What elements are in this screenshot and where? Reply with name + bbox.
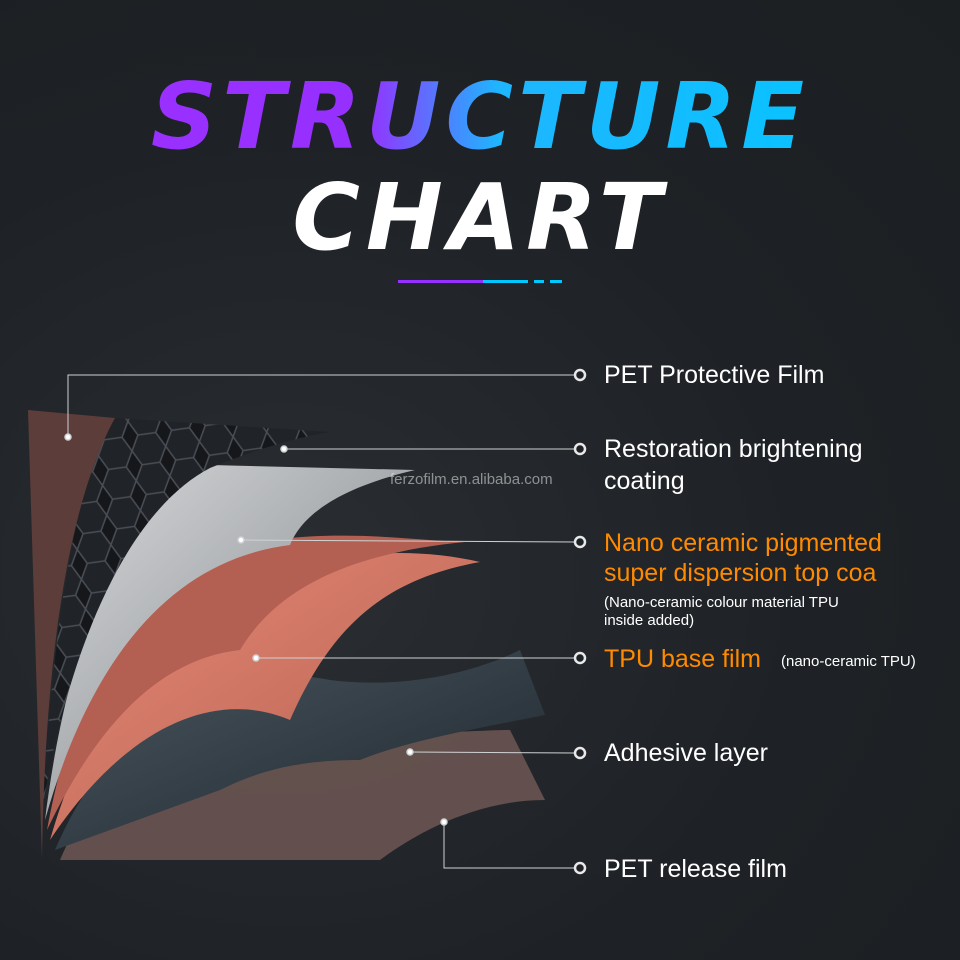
title-structure: STRUCTURE — [0, 62, 960, 172]
label-bullet-icon — [573, 651, 587, 665]
divider-purple — [398, 280, 483, 283]
marker-dot — [406, 748, 414, 756]
marker-dot — [64, 433, 72, 441]
label-restoration-coating-2: coating — [604, 467, 685, 495]
layer-restoration — [45, 465, 415, 820]
label-adhesive-layer: Adhesive layer — [604, 739, 768, 767]
label-nano-ceramic-2: super dispersion top coa — [604, 559, 877, 587]
label-nano-ceramic: Nano ceramic pigmented — [604, 529, 882, 557]
watermark: ferzofilm.en.alibaba.com — [390, 471, 553, 488]
label-bullet-icon — [573, 368, 587, 382]
label-restoration-coating: Restoration brightening — [604, 435, 863, 463]
layer-tpu — [50, 552, 480, 840]
note-tpu-base-film: (nano-ceramic TPU) — [781, 653, 916, 670]
label-pet-protective-film: PET Protective Film — [604, 361, 825, 389]
title-chart: CHART — [292, 164, 668, 271]
note-nano-ceramic-2: inside added) — [604, 612, 695, 629]
label-bullet-icon — [573, 746, 587, 760]
label-bullet-icon — [573, 861, 587, 875]
layer-adhesive — [55, 650, 545, 850]
marker-dot — [280, 445, 288, 453]
layer-pet-protective — [28, 410, 115, 860]
marker-dot — [440, 818, 448, 826]
label-bullet-icon — [573, 535, 587, 549]
label-bullet-icon — [573, 442, 587, 456]
marker-dot — [252, 654, 260, 662]
divider-dash-1 — [534, 280, 544, 283]
marker-dot — [237, 536, 245, 544]
note-nano-ceramic: (Nano-ceramic colour material TPU — [604, 594, 839, 611]
divider-cyan — [483, 280, 528, 283]
layer-hex — [42, 418, 330, 810]
label-tpu-base-film: TPU base film — [604, 645, 761, 673]
label-pet-release-film: PET release film — [604, 855, 787, 883]
divider-dash-2 — [550, 280, 562, 283]
